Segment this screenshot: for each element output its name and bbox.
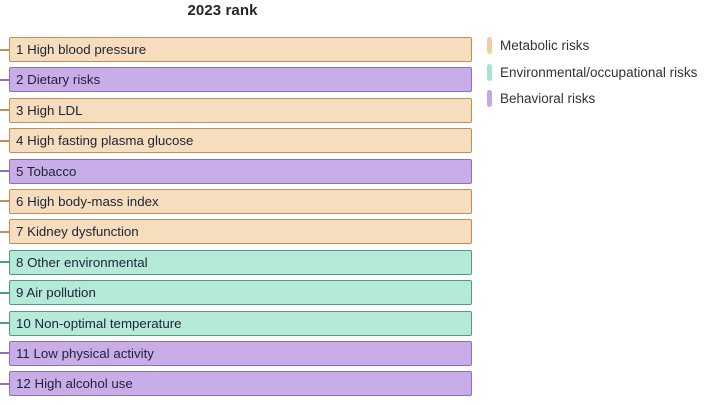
- rank-bar-list: 1 High blood pressure 2 Dietary risks 3 Hi…: [0, 37, 472, 397]
- rank-bar: 10 Non-optimal temperature: [9, 310, 472, 336]
- behavioral-swatch-icon: [487, 90, 492, 107]
- rank-bar-label: 6 High body-mass index: [16, 193, 159, 209]
- rank-bar-row: 2 Dietary risks: [0, 67, 472, 93]
- rank-bar: 6 High body-mass index: [9, 188, 472, 214]
- rank-bar-row: 10 Non-optimal temperature: [0, 310, 472, 336]
- rank-bar-label: 11 Low physical activity: [16, 345, 154, 361]
- metabolic-swatch-icon: [487, 37, 492, 54]
- rank-bar: 4 High fasting plasma glucose: [9, 128, 472, 154]
- rank-bar-row: 7 Kidney dysfunction: [0, 219, 472, 245]
- rank-bar-row: 3 High LDL: [0, 97, 472, 123]
- rank-bar: 1 High blood pressure: [9, 37, 472, 62]
- rank-bar-label: 12 High alcohol use: [16, 376, 133, 392]
- rank-bar: 8 Other environmental: [9, 249, 472, 275]
- rank-bar: 12 High alcohol use: [9, 371, 472, 397]
- rank-bar-label: 7 Kidney dysfunction: [16, 224, 139, 240]
- rank-bar-row: 9 Air pollution: [0, 280, 472, 306]
- rank-bar: 9 Air pollution: [9, 280, 472, 306]
- legend-label: Metabolic risks: [500, 38, 590, 53]
- rank-bar-label: 10 Non-optimal temperature: [16, 315, 182, 331]
- rank-bar-label: 9 Air pollution: [16, 285, 96, 301]
- rank-connector-tick: [0, 352, 9, 355]
- rank-connector-tick: [0, 200, 9, 203]
- rank-connector-tick: [0, 109, 9, 112]
- environmental-swatch-icon: [487, 63, 492, 81]
- rank-connector-tick: [0, 139, 9, 142]
- legend-label: Behavioral risks: [500, 91, 596, 106]
- rank-bar: 7 Kidney dysfunction: [9, 219, 472, 245]
- rank-connector-tick: [0, 322, 9, 325]
- rank-connector-tick: [0, 382, 9, 385]
- rank-connector-tick: [0, 78, 9, 81]
- rank-bar: 3 High LDL: [9, 97, 472, 123]
- rank-connector-tick: [0, 170, 9, 173]
- rank-bar-row: 11 Low physical activity: [0, 340, 472, 366]
- legend-item-metabolic: Metabolic risks: [487, 37, 697, 54]
- rank-bar: 5 Tobacco: [9, 158, 472, 184]
- rank-bar-row: 4 High fasting plasma glucose: [0, 128, 472, 154]
- legend: Metabolic risks Environmental/occupation…: [487, 37, 697, 117]
- rank-bar-label: 8 Other environmental: [16, 254, 148, 270]
- rank-bar-row: 6 High body-mass index: [0, 188, 472, 214]
- rank-connector-tick: [0, 291, 9, 294]
- rank-bar-label: 5 Tobacco: [16, 163, 77, 179]
- legend-label: Environmental/occupational risks: [500, 64, 698, 80]
- rank-bar-label: 4 High fasting plasma glucose: [16, 133, 194, 149]
- rank-connector-tick: [0, 261, 9, 264]
- rank-bar-label: 1 High blood pressure: [16, 42, 147, 57]
- rank-bar-label: 2 Dietary risks: [16, 72, 101, 88]
- rank-bar: 11 Low physical activity: [9, 340, 472, 366]
- rank-connector-tick: [0, 230, 9, 233]
- rank-bar-row: 5 Tobacco: [0, 158, 472, 184]
- legend-item-environmental: Environmental/occupational risks: [487, 63, 698, 81]
- rank-connector-tick: [0, 48, 9, 51]
- rank-bar-row: 8 Other environmental: [0, 249, 472, 275]
- rank-bar-label: 3 High LDL: [16, 102, 83, 118]
- chart-title: 2023 rank: [187, 2, 258, 19]
- rank-bar: 2 Dietary risks: [9, 67, 472, 93]
- rank-bar-row: 1 High blood pressure: [0, 37, 472, 62]
- legend-item-behavioral: Behavioral risks: [487, 90, 697, 107]
- rank-bar-row: 12 High alcohol use: [0, 371, 472, 397]
